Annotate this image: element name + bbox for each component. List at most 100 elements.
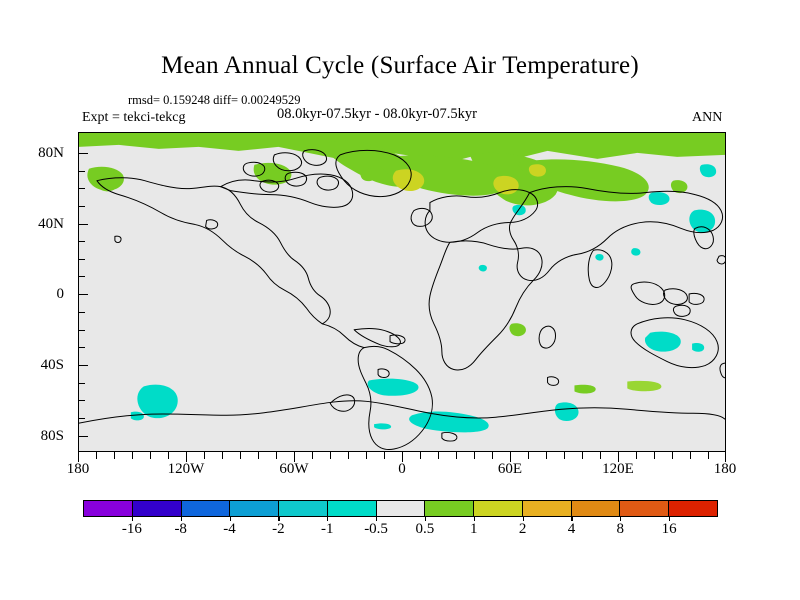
y-minor-tick	[78, 206, 85, 208]
colorbar-segment-4	[279, 501, 328, 516]
colorbar-segment-0	[84, 501, 133, 516]
colorbar-label-0.5: 0.5	[415, 521, 435, 537]
x-tick-60E	[510, 452, 512, 462]
anomaly-cyan-sahel	[478, 264, 487, 272]
x-minor-tick	[132, 452, 134, 459]
colorbar-label-1: 1	[470, 521, 478, 537]
colorbar-segment-8	[474, 501, 523, 516]
x-minor-tick	[96, 452, 98, 459]
x-minor-tick	[150, 452, 152, 459]
colorbar	[83, 500, 718, 517]
colorbar-segment-7	[425, 501, 475, 516]
colorbar-segment-2	[181, 501, 231, 516]
x-minor-tick	[114, 452, 116, 459]
anomaly-cyan-southern-ocean-c	[367, 378, 419, 396]
anomaly-yellow-kara-small	[528, 164, 546, 177]
x-minor-tick	[240, 452, 242, 459]
anomaly-cyan-east-antarctic-sea	[554, 402, 579, 421]
y-axis-label-40S: 40S	[40, 357, 64, 373]
world-map-plot	[78, 132, 726, 452]
anomaly-cyan-chukchi	[648, 192, 670, 206]
colorbar-segment-5	[327, 501, 377, 516]
colorbar-segment-1	[132, 501, 182, 516]
anomaly-cyan-weddell	[409, 411, 489, 433]
case-annotation: 08.0kyr-07.5kyr - 08.0kyr-07.5kyr	[277, 106, 477, 122]
colorbar-tick	[376, 517, 378, 521]
anomaly-cyan-bering-sea	[699, 164, 717, 178]
colorbar-tick	[229, 517, 231, 521]
colorbar-segment-6	[376, 501, 426, 516]
y-minor-tick	[78, 330, 85, 332]
y-tick-80S	[78, 436, 88, 438]
x-minor-tick	[312, 452, 314, 459]
y-tick-0	[78, 294, 88, 296]
colorbar-tick	[669, 517, 671, 521]
y-minor-tick	[78, 259, 85, 261]
colorbar-label-8: 8	[616, 521, 625, 537]
colorbar-tick	[522, 517, 524, 521]
colorbar-label--4: -4	[223, 521, 236, 537]
anomaly-cyan-weddell-small	[374, 423, 392, 430]
statistics-annotation: rmsd= 0.159248 diff= 0.00249529	[128, 93, 301, 107]
colorbar-segment-9	[522, 501, 572, 516]
anomaly-cyan-australia	[644, 331, 681, 352]
anomaly-cyan-australia-small	[692, 343, 705, 352]
y-axis-label-80S: 80S	[40, 428, 64, 444]
colorbar-label--0.5: -0.5	[364, 521, 388, 537]
x-minor-tick	[672, 452, 674, 459]
anomaly-green-north-siberia	[253, 162, 292, 185]
x-minor-tick	[384, 452, 386, 459]
anomaly-green-southern-ocean-2	[627, 380, 662, 392]
x-tick-180E	[725, 452, 727, 462]
x-minor-tick	[564, 452, 566, 459]
x-minor-tick	[546, 452, 548, 459]
colorbar-label--8: -8	[174, 521, 187, 537]
colorbar-tick	[180, 517, 182, 521]
anomaly-cyan-okhotsk	[689, 209, 716, 233]
anomaly-cyan-baltic	[512, 204, 526, 216]
coastline-layer	[79, 149, 725, 450]
anomaly-yellow-greenland-sea	[392, 169, 425, 192]
colorbar-segment-3	[230, 501, 280, 516]
anomaly-green-bering	[670, 180, 688, 194]
colorbar-tick	[620, 517, 622, 521]
x-minor-tick	[438, 452, 440, 459]
colorbar-tick	[131, 517, 134, 521]
x-minor-tick	[600, 452, 602, 459]
anomaly-green-southern-ocean-1	[574, 384, 596, 394]
colorbar-segment-10	[571, 501, 621, 516]
x-axis-label-60E: 60E	[497, 461, 523, 477]
y-tick-80N	[78, 153, 88, 155]
x-minor-tick	[258, 452, 260, 459]
colorbar-label--2: -2	[272, 521, 285, 537]
colorbar-segment-11	[620, 501, 670, 516]
anomaly-cyan-southern-ocean-b	[130, 411, 144, 421]
season-annotation: ANN	[692, 110, 723, 125]
x-axis-label-120W: 120W	[167, 461, 205, 477]
x-minor-tick	[222, 452, 224, 459]
colorbar-tick	[327, 517, 329, 521]
colorbar-tick	[278, 517, 280, 521]
anomaly-cyan-tibet	[631, 248, 641, 256]
y-minor-tick	[78, 171, 85, 173]
colorbar-label-4: 4	[567, 521, 576, 537]
x-minor-tick	[420, 452, 422, 459]
y-axis-label-40N: 40N	[38, 216, 64, 232]
y-tick-40S	[78, 365, 88, 367]
x-minor-tick	[528, 452, 530, 459]
x-axis-label-60W: 60W	[279, 461, 309, 477]
x-axis-label-120E: 120E	[602, 461, 634, 477]
y-minor-tick	[78, 241, 85, 243]
anomaly-green-south-indian-1	[509, 323, 526, 337]
x-minor-tick	[708, 452, 710, 459]
x-minor-tick	[348, 452, 350, 459]
colorbar-tick	[571, 517, 573, 521]
y-minor-tick	[78, 383, 85, 385]
page-title: Mean Annual Cycle (Surface Air Temperatu…	[161, 52, 639, 79]
x-minor-tick	[276, 452, 278, 459]
x-tick-120E	[618, 452, 620, 462]
y-minor-tick	[78, 347, 85, 349]
x-minor-tick	[168, 452, 170, 459]
x-tick-0	[402, 452, 404, 462]
colorbar-label-16: 16	[661, 521, 677, 537]
